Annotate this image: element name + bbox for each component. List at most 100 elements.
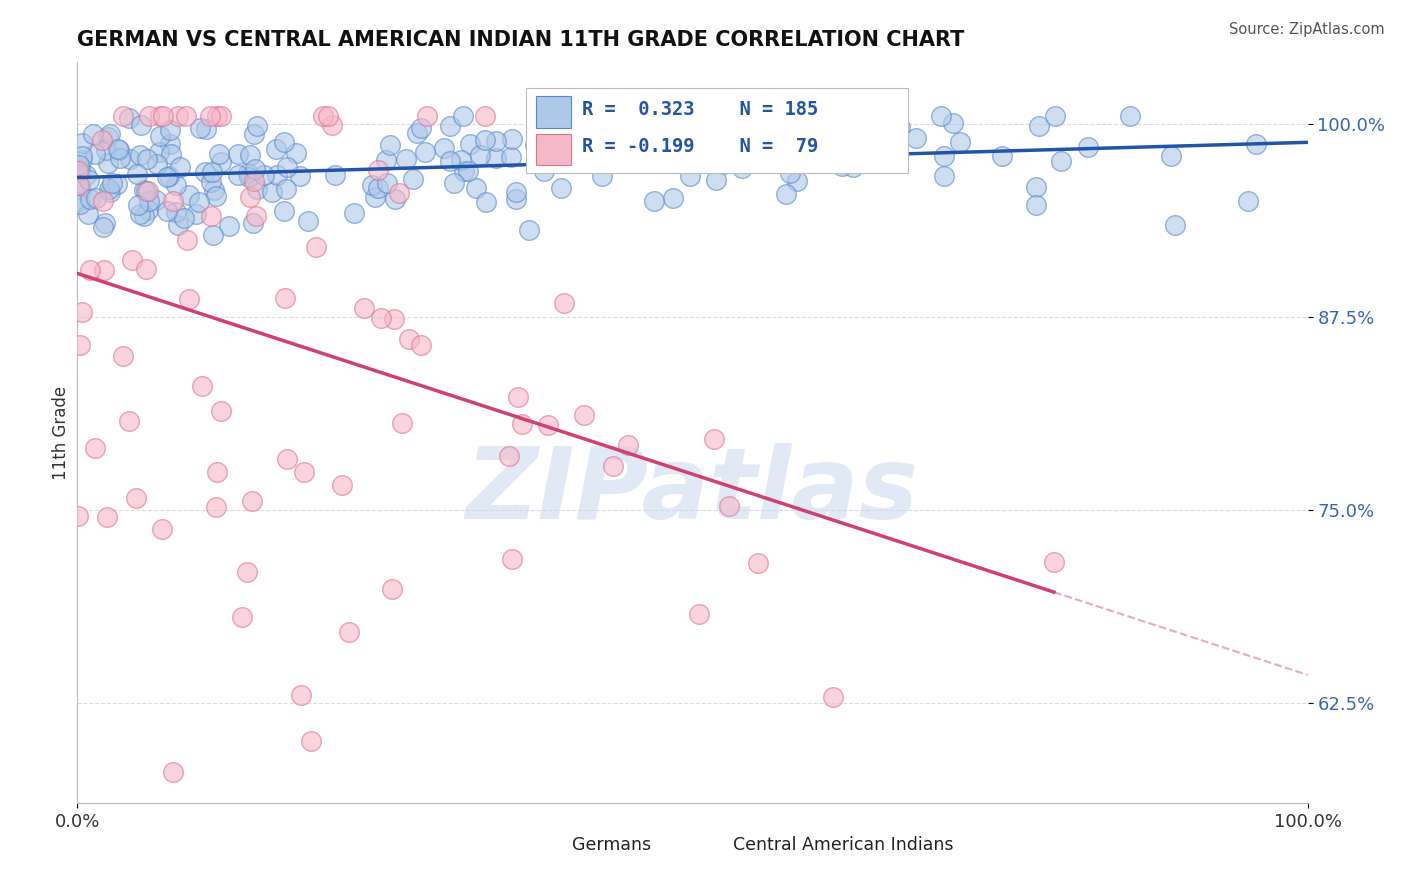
Point xyxy=(69,162,91,177)
Point xyxy=(66,163,89,178)
Point xyxy=(226,146,249,161)
Point xyxy=(246,119,269,133)
Point xyxy=(205,500,228,514)
Point xyxy=(353,301,375,315)
Point xyxy=(398,332,420,346)
Text: R = -0.199    N =  79: R = -0.199 N = 79 xyxy=(582,136,818,155)
Point xyxy=(169,160,191,174)
Point xyxy=(468,148,491,162)
Point xyxy=(86,191,108,205)
Point xyxy=(1050,153,1073,168)
Point xyxy=(202,184,225,198)
Point xyxy=(285,146,308,161)
Point xyxy=(1077,140,1099,154)
Point xyxy=(602,458,624,473)
Point xyxy=(823,690,845,704)
Point xyxy=(243,174,266,188)
Point xyxy=(152,110,174,124)
Point xyxy=(121,252,143,267)
Point xyxy=(75,168,97,182)
Point xyxy=(591,169,613,184)
Point xyxy=(94,143,117,157)
Text: Source: ZipAtlas.com: Source: ZipAtlas.com xyxy=(1229,22,1385,37)
Point xyxy=(82,127,104,141)
Point xyxy=(166,219,188,233)
Point xyxy=(205,188,228,202)
Text: Central American Indians: Central American Indians xyxy=(733,836,953,854)
Point xyxy=(688,607,710,621)
Point xyxy=(239,189,262,203)
Text: Germans: Germans xyxy=(572,836,651,854)
Text: R =  0.323    N = 185: R = 0.323 N = 185 xyxy=(582,100,818,119)
Point xyxy=(474,194,496,209)
Point xyxy=(731,161,754,175)
Point xyxy=(572,145,595,159)
Point xyxy=(311,110,333,124)
Point xyxy=(439,154,461,169)
Point xyxy=(409,338,432,352)
Point xyxy=(235,566,257,580)
Point xyxy=(554,114,576,128)
Point xyxy=(402,172,425,186)
Point xyxy=(150,522,173,536)
Point xyxy=(145,193,167,207)
Point xyxy=(91,194,114,208)
Point xyxy=(83,146,105,161)
Point xyxy=(159,136,181,151)
Point xyxy=(228,168,250,182)
Point xyxy=(273,203,295,218)
Point xyxy=(949,135,972,149)
Point xyxy=(406,127,429,141)
Point xyxy=(135,184,157,198)
Point xyxy=(484,134,506,148)
Point xyxy=(245,162,267,177)
Point xyxy=(1119,110,1142,124)
Point xyxy=(246,182,269,196)
Point xyxy=(1163,218,1185,232)
Point xyxy=(813,146,835,161)
Point xyxy=(704,173,727,187)
Point xyxy=(177,188,200,202)
Point xyxy=(79,263,101,277)
Point xyxy=(188,121,211,136)
Point xyxy=(218,219,240,233)
Bar xyxy=(699,833,725,857)
FancyBboxPatch shape xyxy=(526,88,908,173)
Point xyxy=(70,136,93,150)
Point xyxy=(111,349,134,363)
Point xyxy=(98,185,121,199)
Point xyxy=(443,176,465,190)
Point xyxy=(382,311,405,326)
Point xyxy=(149,110,172,124)
Point xyxy=(107,142,129,156)
Point xyxy=(93,216,115,230)
Point xyxy=(98,182,121,196)
Point xyxy=(129,207,152,221)
Point xyxy=(201,227,224,242)
Point xyxy=(367,162,389,177)
Point xyxy=(510,417,533,431)
Point xyxy=(149,129,172,144)
Point xyxy=(1025,198,1047,212)
Point xyxy=(118,414,141,428)
Point xyxy=(616,438,638,452)
Point xyxy=(276,182,298,196)
Point xyxy=(70,183,93,197)
Point xyxy=(804,136,827,150)
Point xyxy=(93,262,115,277)
Point xyxy=(662,191,685,205)
Point xyxy=(79,192,101,206)
Point xyxy=(343,206,366,220)
Point xyxy=(838,122,860,136)
Point xyxy=(236,166,259,180)
Point xyxy=(533,164,555,178)
Point xyxy=(97,155,120,169)
Point xyxy=(125,167,148,181)
Point xyxy=(409,121,432,136)
Point xyxy=(198,110,221,124)
Point xyxy=(211,154,233,169)
Point xyxy=(942,116,965,130)
Point xyxy=(76,207,98,221)
Point xyxy=(136,184,159,198)
Point xyxy=(718,500,741,514)
